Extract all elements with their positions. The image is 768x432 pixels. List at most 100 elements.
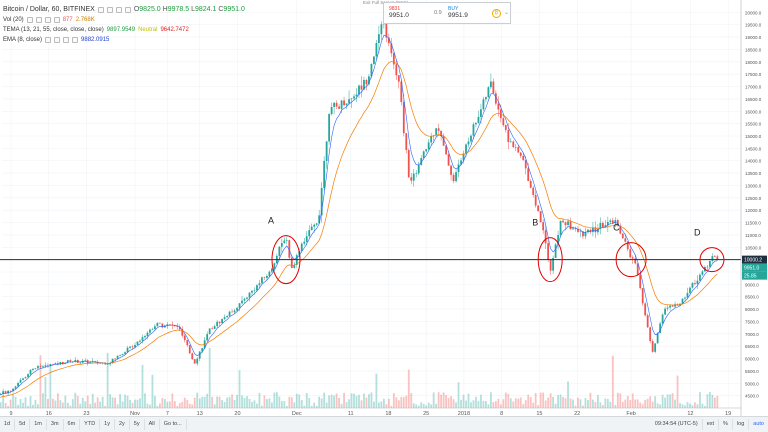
price-axis[interactable] [741,0,768,416]
volume-bar [136,399,139,408]
percent-toggle[interactable]: % [719,419,733,430]
collapse-icon[interactable]: ⌄ [504,10,510,16]
range-button-all[interactable]: All [145,419,160,430]
candle-body [507,129,510,142]
more-icon[interactable] [124,7,131,13]
price-tick-label: 13500.0 [745,171,762,176]
candle-body [606,221,609,226]
volume-bar [504,392,507,408]
auto-toggle[interactable]: auto [753,421,764,427]
candle-body [537,205,540,212]
candle-body [485,97,487,100]
candle-body [440,130,443,137]
eye-icon[interactable] [45,37,52,43]
volume-bar [161,398,164,408]
volume-bar [305,392,308,408]
candle-body [611,220,614,224]
buy-button[interactable]: BUY 9951.9 [448,6,488,21]
candle-body [248,292,251,298]
volume-bar [173,401,176,408]
candle-body [368,76,370,85]
settings-icon[interactable] [106,7,113,13]
volume-bar [569,398,572,408]
volume-bar [330,394,333,408]
close-icon[interactable] [115,7,122,13]
time-tick-label: Dec [292,411,302,416]
candle-body [323,160,326,188]
ema-label[interactable]: EMA (8, close) [3,37,43,43]
range-button-6m[interactable]: 6m [64,419,81,430]
volume-bar [226,397,228,408]
price-tick-label: 13000.0 [745,183,762,188]
range-button-2y[interactable]: 2y [115,419,130,430]
volume-bar [310,405,313,408]
volume-bar [246,396,248,408]
candle-body [532,187,535,195]
log-toggle[interactable]: log [733,419,750,430]
candle-body [24,377,27,379]
time-tick-label: 2018 [458,411,470,416]
coin-icon[interactable]: ₿ [492,9,501,18]
candle-body [154,326,156,330]
range-button-1m[interactable]: 1m [30,419,47,430]
ext-toggle[interactable]: ext [703,419,720,430]
volume-bar [216,396,219,408]
volume-bar [178,403,181,408]
vol-label[interactable]: Vol (20) [3,17,24,23]
time-tick-label: 7 [166,411,169,416]
volume-bar [512,401,515,408]
settings-icon[interactable] [35,17,42,23]
legend-vol-row: Vol (20) 877 2.768K [3,15,245,25]
close-icon[interactable] [44,17,51,23]
eye-icon[interactable] [26,17,33,23]
range-button-goto[interactable]: Go to... [160,419,187,430]
settings-icon[interactable] [54,37,61,43]
candle-body [502,118,505,126]
candle-body [211,328,214,330]
candle-body [256,285,258,291]
volume-bar [378,402,380,408]
candle-body [266,276,268,278]
volume-bar [74,392,77,408]
sell-button[interactable]: 9831 9951.0 [389,6,429,21]
candle-body [146,332,149,337]
volume-bar [42,393,44,408]
volume-bar [509,398,512,408]
volume-bar [64,395,67,408]
candle-body [288,240,291,258]
more-icon[interactable] [53,17,60,23]
range-button-3m[interactable]: 3m [47,419,64,430]
range-button-ytd[interactable]: YTD [80,419,101,430]
candle-body [14,386,17,389]
tema-label[interactable]: TEMA (13, 21, 55, close, close, close) [3,27,104,33]
volume-bar [233,399,236,408]
eye-icon[interactable] [97,7,104,13]
price-chart[interactable]: A B C D 4500.0 5000.0 5500.0 6000.0 6500.0 7000.… [0,0,768,416]
volume-bar [554,403,557,408]
close-icon[interactable] [63,37,70,43]
more-icon[interactable] [72,37,79,43]
candle-body [547,243,550,260]
candle-body [706,266,709,268]
range-button-5y[interactable]: 5y [130,419,145,430]
volume-bar [81,397,84,408]
volume-bar [154,395,156,408]
volume-bar [106,352,109,408]
candle-body [671,305,674,307]
symbol-title[interactable]: Bitcoin / Dollar, 60, BITFINEX [3,6,95,13]
range-button-1y[interactable]: 1y [100,419,115,430]
legend-symbol-row: Bitcoin / Dollar, 60, BITFINEX O9825.0 H… [3,5,245,15]
volume-bar [243,398,246,408]
range-button-1d[interactable]: 1d [0,419,16,430]
candle-body [597,228,599,233]
volume-bar [69,405,72,408]
candle-body [395,64,398,76]
candle-body [318,215,321,224]
range-button-5d[interactable]: 5d [15,419,31,430]
volume-bar [522,404,525,408]
price-tick-label: 7500.0 [745,319,759,324]
volume-bar [51,398,54,408]
volume-bar [353,393,355,408]
volume-bar [489,392,492,408]
clock-readout[interactable]: 09:34:54 (UTC-5) [651,419,703,430]
